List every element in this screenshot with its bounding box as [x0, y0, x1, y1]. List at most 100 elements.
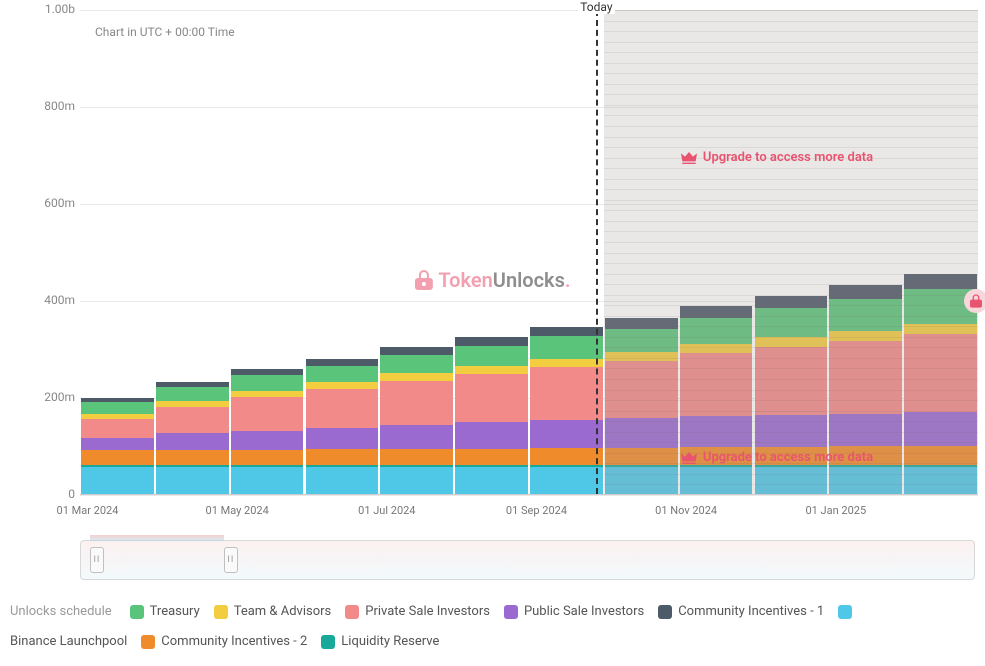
bar-segment-comm2	[455, 449, 528, 465]
watermark: TokenUnlocks.	[414, 268, 570, 292]
legend-label-private[interactable]: Private Sale Investors	[365, 600, 490, 624]
watermark-prefix: Token	[438, 268, 492, 292]
bar-segment-comm1	[306, 359, 379, 366]
bar-segment-treasury	[530, 336, 603, 358]
bar-segment-public	[81, 438, 154, 450]
y-axis-label: 600m	[15, 196, 75, 210]
bar-segment-comm2	[231, 450, 304, 465]
y-axis-label: 1.00b	[15, 2, 75, 16]
bar-segment-private	[81, 419, 154, 438]
y-axis-label: 400m	[15, 293, 75, 307]
legend-label-public[interactable]: Public Sale Investors	[524, 600, 644, 624]
bar-segment-treasury	[380, 355, 453, 373]
x-axis-label: 01 Sep 2024	[506, 504, 567, 517]
unlocks-chart: Chart in UTC + 00:00 Time Upgrade to acc…	[0, 0, 985, 666]
bar-segment-team	[455, 366, 528, 374]
y-axis-label: 800m	[15, 99, 75, 113]
bar-segment-comm1	[530, 327, 603, 337]
legend-swatch-treasury[interactable]	[130, 605, 144, 619]
bar-segment-binance	[231, 467, 304, 494]
y-axis-label: 200m	[15, 390, 75, 404]
bar-segment-team	[380, 373, 453, 380]
today-line	[596, 10, 598, 494]
x-axis-label: 01 May 2024	[206, 504, 269, 517]
lock-icon	[970, 294, 982, 308]
crown-icon	[681, 152, 697, 164]
legend-swatch-private[interactable]	[345, 605, 359, 619]
bar-segment-binance	[380, 467, 453, 494]
bar-segment-private	[306, 389, 379, 428]
gridline	[80, 495, 978, 496]
bar[interactable]	[530, 327, 603, 494]
bar-segment-private	[156, 407, 229, 434]
bar-segment-comm1	[455, 337, 528, 346]
bar-segment-binance	[530, 467, 603, 494]
legend-label-treasury[interactable]: Treasury	[150, 600, 200, 624]
crown-icon	[681, 452, 697, 464]
bar-segment-treasury	[81, 402, 154, 414]
upgrade-cta[interactable]: Upgrade to access more data	[681, 150, 873, 165]
x-axis-label: 01 Jan 2025	[805, 504, 866, 517]
bar[interactable]	[306, 359, 379, 494]
bar[interactable]	[156, 382, 229, 494]
plot-area: Upgrade to access more data Upgrade to ac…	[80, 10, 978, 495]
bar-segment-team	[530, 359, 603, 367]
legend-swatch-comm2[interactable]	[141, 635, 155, 649]
x-axis-label: 01 Jul 2024	[358, 504, 415, 517]
bar-segment-treasury	[156, 387, 229, 401]
legend-swatch-binance[interactable]	[838, 605, 852, 619]
today-label: Today	[578, 0, 614, 14]
bar-segment-public	[530, 420, 603, 448]
range-handle-right[interactable]: II	[224, 547, 238, 573]
bar[interactable]	[231, 369, 304, 494]
bar-segment-binance	[156, 467, 229, 494]
bar-segment-public	[380, 425, 453, 449]
bar[interactable]	[81, 398, 154, 494]
x-axis-label: 01 Nov 2024	[655, 504, 717, 517]
bar-segment-comm2	[380, 449, 453, 465]
range-preview	[90, 535, 224, 541]
bar-segment-binance	[81, 467, 154, 494]
legend-label-team[interactable]: Team & Advisors	[234, 600, 332, 624]
bar-segment-binance	[455, 467, 528, 494]
locked-overlay-stripes	[604, 10, 978, 494]
bar-segment-public	[156, 433, 229, 450]
bar-segment-treasury	[455, 346, 528, 366]
bar-segment-private	[380, 381, 453, 426]
legend-swatch-team[interactable]	[214, 605, 228, 619]
bar-segment-private	[530, 367, 603, 420]
lock-badge[interactable]	[964, 289, 985, 313]
range-slider[interactable]: II II	[80, 540, 975, 580]
bar-segment-comm1	[380, 347, 453, 355]
bar-segment-treasury	[306, 366, 379, 382]
bar[interactable]	[380, 347, 453, 494]
bar-segment-comm2	[156, 450, 229, 465]
y-axis-label: 0	[15, 487, 75, 501]
legend-title: Unlocks schedule	[10, 600, 112, 624]
upgrade-cta[interactable]: Upgrade to access more data	[681, 450, 873, 465]
bar-segment-comm2	[306, 449, 379, 465]
bar-segment-private	[455, 374, 528, 423]
bar-segment-comm2	[81, 450, 154, 465]
legend-label-binance[interactable]: Binance Launchpool	[10, 630, 127, 654]
legend-swatch-liquidity[interactable]	[321, 635, 335, 649]
bar-segment-treasury	[231, 375, 304, 391]
range-handle-left[interactable]: II	[90, 547, 104, 573]
watermark-suffix: Unlocks	[493, 268, 565, 292]
legend-label-comm2[interactable]: Community Incentives - 2	[161, 630, 307, 654]
legend-swatch-comm1[interactable]	[658, 605, 672, 619]
legend-swatch-public[interactable]	[504, 605, 518, 619]
bar-segment-comm2	[530, 448, 603, 464]
bar-segment-public	[306, 428, 379, 450]
lock-icon	[414, 270, 432, 290]
legend-label-liquidity[interactable]: Liquidity Reserve	[341, 630, 439, 654]
legend: Unlocks schedule Treasury Team & Advisors P…	[10, 600, 975, 654]
x-axis-label: 01 Mar 2024	[57, 504, 119, 517]
bar-segment-public	[231, 431, 304, 450]
bar[interactable]	[455, 337, 528, 494]
legend-label-comm1[interactable]: Community Incentives - 1	[678, 600, 824, 624]
bar-segment-private	[231, 397, 304, 431]
bar-segment-public	[455, 422, 528, 449]
bar-segment-binance	[306, 467, 379, 494]
bar-segment-team	[306, 382, 379, 389]
